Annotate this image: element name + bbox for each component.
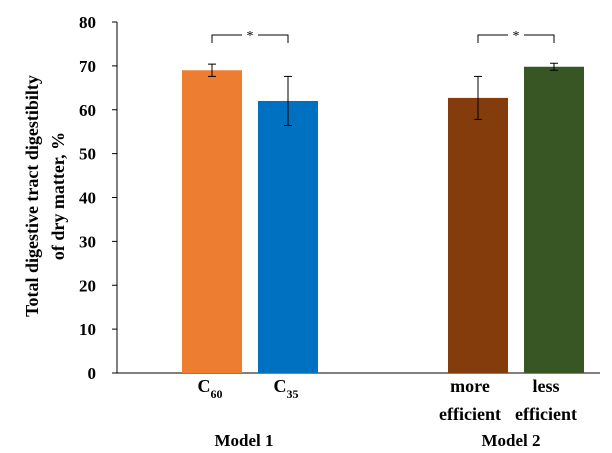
bar-2 (258, 100, 318, 373)
y-tick-label: 80 (79, 13, 96, 32)
y-tick-label: 30 (79, 232, 96, 251)
y-tick-label: 20 (79, 276, 96, 295)
group-label-model-1: Model 1 (214, 431, 273, 450)
significance-star-2: * (513, 29, 520, 44)
y-axis-title-line1: Total digestive tract digestibilty (22, 75, 42, 317)
category-label-4-line2: efficient (515, 404, 577, 424)
y-tick-label: 10 (79, 320, 96, 339)
category-label-1: C60 (198, 376, 223, 401)
group-label-model-2: Model 2 (481, 431, 540, 450)
y-tick-label: 40 (79, 189, 96, 208)
axes: 0 10 20 30 40 50 60 70 80 (79, 13, 600, 383)
y-axis-title-line2: of dry matter, % (48, 132, 68, 260)
y-tick-label: 0 (88, 364, 97, 383)
bars (182, 66, 584, 373)
bar-4 (524, 66, 584, 373)
bar-1 (182, 70, 242, 373)
category-labels: C60 C35 more efficient less efficient (198, 376, 577, 424)
significance-brackets: * * (211, 29, 555, 44)
category-label-4-line1: less (533, 376, 560, 396)
significance-star-1: * (247, 29, 254, 44)
error-bars (208, 62, 558, 127)
significance-bracket-1 (211, 34, 289, 43)
significance-bracket-2 (477, 34, 555, 43)
y-tick-label: 60 (79, 101, 96, 120)
y-tick-label: 50 (79, 145, 96, 164)
category-label-3-line1: more (450, 376, 490, 396)
y-tick-label: 70 (79, 57, 96, 76)
category-label-3-line2: efficient (439, 404, 501, 424)
bar-3 (448, 97, 508, 373)
category-label-2: C35 (274, 376, 299, 401)
